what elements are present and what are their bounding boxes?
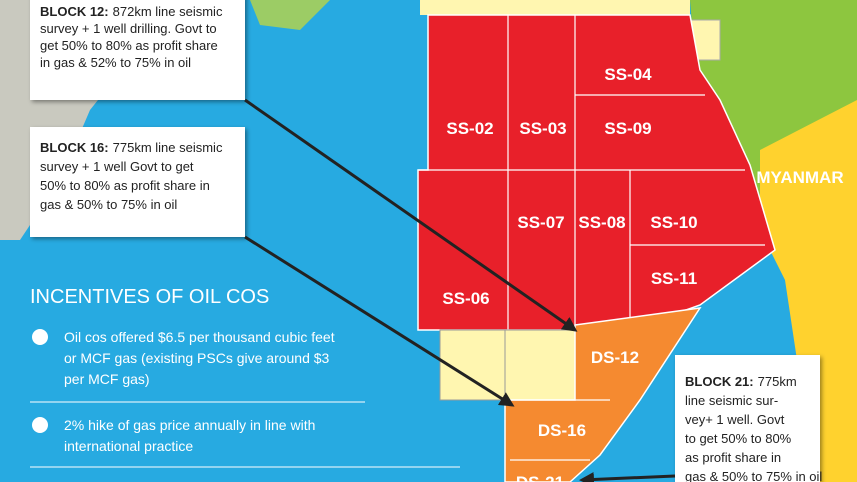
land-myanmar-yellow: [760, 100, 857, 482]
callout-box: [675, 355, 820, 482]
incentives-title: INCENTIVES OF OIL COS: [30, 286, 269, 308]
callout-title: BLOCK 16:: [40, 140, 109, 155]
callout-text: get 50% to 80% as profit share: [40, 38, 218, 53]
callout-text: to get 50% to 80%: [685, 431, 792, 446]
block-label: SS-06: [442, 289, 489, 308]
incentive-text: Oil cos offered $6.5 per thousand cubic …: [64, 329, 335, 345]
callout-box: [30, 0, 245, 100]
callout-line: vey+ 1 well. Govt: [685, 412, 785, 427]
callout-line: 872km line seismic: [113, 4, 223, 19]
block-label: SS-02: [446, 119, 493, 138]
callout-text: as profit share in: [685, 450, 781, 465]
callout-line: get 50% to 80% as profit share: [40, 38, 218, 53]
callout-text: 50% to 80% as profit share in: [40, 178, 210, 193]
land-myanmar-green: [690, 0, 857, 230]
block-label: SS-07: [517, 213, 564, 232]
callout-text: vey+ 1 well. Govt: [685, 412, 785, 427]
arrows: [244, 98, 676, 482]
land-coast: [420, 0, 690, 15]
block-label: SS-03: [519, 119, 566, 138]
block-label: DS-16: [538, 421, 586, 440]
callout-text: survey + 1 well drilling. Govt to: [40, 21, 217, 36]
block-pale: [439, 329, 576, 401]
callout-line: 50% to 80% as profit share in: [40, 178, 210, 193]
callout-text: in gas & 52% to 75% in oil: [40, 55, 191, 70]
callout-text: BLOCK 16: 775km line seismic: [40, 140, 223, 155]
callout-line: in gas & 52% to 75% in oil: [40, 55, 191, 70]
block-grid: [418, 15, 765, 330]
callout-line: 775km line seismic: [113, 140, 223, 155]
block-label: SS-04: [604, 65, 652, 84]
callout-text: survey + 1 well Govt to get: [40, 159, 194, 174]
bullet: [32, 329, 48, 345]
callout-line: gas & 50% to 75% in oil: [685, 469, 822, 482]
incentive-text: per MCF gas): [64, 371, 150, 387]
land-north: [250, 0, 330, 30]
incentive-text: international practice: [64, 438, 193, 454]
block-label: DS-12: [591, 348, 639, 367]
bullet: [32, 417, 48, 433]
block-label: SS-08: [578, 213, 625, 232]
block-label: SS-11: [651, 269, 697, 288]
callout-line: survey + 1 well drilling. Govt to: [40, 21, 217, 36]
callout-text: gas & 50% to 75% in oil: [685, 469, 822, 482]
block-label: DS-21: [516, 473, 564, 482]
callout-box: [30, 127, 245, 237]
callout-line: as profit share in: [685, 450, 781, 465]
block-label: SS-09: [604, 119, 651, 138]
incentive-text: or MCF gas (existing PSCs give around $3: [64, 350, 330, 366]
callout-title: BLOCK 12:: [40, 4, 109, 19]
callout-line: gas & 50% to 75% in oil: [40, 197, 177, 212]
incentive-text: 2% hike of gas price annually in line wi…: [64, 417, 315, 433]
callout-text: line seismic sur-: [685, 393, 778, 408]
callout-line: line seismic sur-: [685, 393, 778, 408]
callout-text: gas & 50% to 75% in oil: [40, 197, 177, 212]
callout-line: 775km: [758, 374, 797, 389]
callout-line: to get 50% to 80%: [685, 431, 792, 446]
country-label: MYANMAR: [756, 168, 843, 187]
callout-line: survey + 1 well Govt to get: [40, 159, 194, 174]
block-label: SS-10: [650, 213, 697, 232]
callout-text: BLOCK 21: 775km: [685, 374, 797, 389]
callout-title: BLOCK 21:: [685, 374, 754, 389]
callout-text: BLOCK 12: 872km line seismic: [40, 4, 223, 19]
